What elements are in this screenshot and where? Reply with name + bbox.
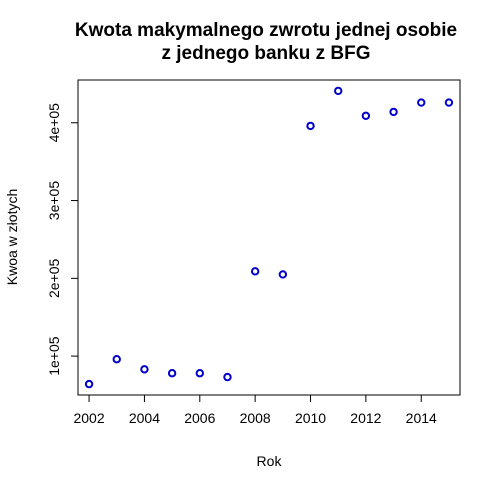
data-point	[140, 365, 149, 374]
y-tick-label: 4e+05	[46, 103, 62, 143]
plot-frame	[77, 79, 461, 396]
y-tick-label: 3e+05	[46, 181, 62, 221]
data-point	[223, 372, 232, 382]
data-point	[250, 267, 260, 276]
x-tick-label: 2006	[184, 410, 215, 426]
data-points	[84, 86, 454, 389]
x-axis-label: Rok	[257, 453, 283, 469]
y-axis: 1e+05 2e+05 3e+05 4e+05	[46, 103, 79, 376]
data-point	[278, 270, 288, 279]
x-tick-label: 2010	[295, 410, 326, 426]
y-tick-label: 1e+05	[46, 336, 62, 376]
x-tick-label: 2014	[406, 410, 437, 426]
data-point	[306, 121, 315, 131]
data-point	[417, 98, 426, 107]
y-tick-label: 2e+05	[46, 258, 62, 298]
y-axis-label: Kwoa w złotych	[4, 189, 20, 285]
data-point	[112, 355, 121, 364]
data-point	[444, 98, 454, 107]
chart-title-line-2: z jednego banku z BFG	[161, 43, 370, 64]
data-point	[361, 111, 371, 120]
data-point	[167, 369, 177, 378]
x-tick-label: 2012	[350, 410, 381, 426]
x-tick-label: 2004	[129, 410, 160, 426]
x-tick-label: 2002	[73, 410, 104, 426]
data-point	[84, 379, 94, 389]
data-point	[389, 107, 398, 117]
chart-title-line-1: Kwota makymalnego zwrotu jednej osobie	[75, 20, 457, 41]
data-point	[334, 86, 343, 96]
data-point	[195, 369, 204, 378]
x-axis: 2002 2004 2006 2008 2010 2012 2014	[73, 394, 437, 426]
x-tick-label: 2008	[240, 410, 271, 426]
